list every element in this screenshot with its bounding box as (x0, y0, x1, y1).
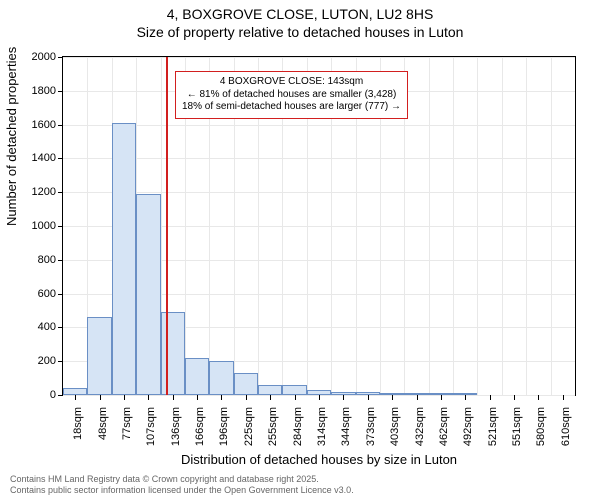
histogram-bar (429, 393, 453, 395)
histogram-bar (258, 385, 282, 395)
histogram-bar (87, 317, 111, 395)
y-tick-label: 400 (6, 321, 56, 333)
histogram-bar (404, 393, 428, 395)
y-axis-title: Number of detached properties (4, 47, 19, 226)
histogram-bar (185, 358, 209, 395)
x-tick-label: 403sqm (389, 407, 401, 457)
histogram-bar (209, 361, 233, 395)
title-line-1: 4, BOXGROVE CLOSE, LUTON, LU2 8HS (0, 6, 600, 24)
histogram-bar (380, 393, 404, 395)
x-tick-label: 462sqm (438, 407, 450, 457)
x-tick-label: 18sqm (72, 407, 84, 457)
x-tick-label: 521sqm (487, 407, 499, 457)
histogram-bar (453, 393, 477, 395)
y-tick-label: 0 (6, 389, 56, 401)
x-tick-label: 136sqm (170, 407, 182, 457)
histogram-bar (307, 390, 331, 395)
annotation-line: ← 81% of detached houses are smaller (3,… (182, 89, 401, 102)
histogram-bar (331, 392, 355, 395)
x-tick-label: 344sqm (340, 407, 352, 457)
histogram-bar (63, 388, 87, 395)
x-tick-label: 373sqm (365, 407, 377, 457)
x-tick-label: 580sqm (535, 407, 547, 457)
x-tick-label: 77sqm (121, 407, 133, 457)
chart-title: 4, BOXGROVE CLOSE, LUTON, LU2 8HS Size o… (0, 0, 600, 41)
y-tick-label: 1600 (6, 119, 56, 131)
histogram-bar (356, 392, 380, 395)
plot-area: 4 BOXGROVE CLOSE: 143sqm← 81% of detache… (62, 56, 576, 396)
histogram-bar (161, 312, 185, 395)
x-tick-label: 196sqm (218, 407, 230, 457)
y-tick-label: 1000 (6, 220, 56, 232)
x-tick-label: 48sqm (97, 407, 109, 457)
y-tick-label: 2000 (6, 51, 56, 63)
footer-line-2: Contains public sector information licen… (10, 485, 354, 496)
histogram-bar (112, 123, 136, 395)
x-tick-label: 610sqm (560, 407, 572, 457)
annotation-line: 18% of semi-detached houses are larger (… (182, 101, 401, 114)
y-tick-label: 1800 (6, 85, 56, 97)
y-tick-label: 1200 (6, 186, 56, 198)
histogram-bar (234, 373, 258, 395)
histogram-bar (282, 385, 306, 395)
histogram-bar (136, 194, 160, 395)
x-tick-label: 492sqm (462, 407, 474, 457)
title-line-2: Size of property relative to detached ho… (0, 24, 600, 42)
footer-attribution: Contains HM Land Registry data © Crown c… (10, 474, 354, 496)
x-tick-label: 284sqm (292, 407, 304, 457)
y-tick-label: 600 (6, 288, 56, 300)
y-tick-label: 200 (6, 355, 56, 367)
y-tick-label: 800 (6, 254, 56, 266)
footer-line-1: Contains HM Land Registry data © Crown c… (10, 474, 354, 485)
x-tick-label: 432sqm (414, 407, 426, 457)
chart-container: 4, BOXGROVE CLOSE, LUTON, LU2 8HS Size o… (0, 0, 600, 500)
y-tick-label: 1400 (6, 152, 56, 164)
property-marker-line (166, 57, 168, 395)
x-tick-label: 255sqm (267, 407, 279, 457)
x-tick-label: 225sqm (243, 407, 255, 457)
x-tick-label: 551sqm (511, 407, 523, 457)
annotation-box: 4 BOXGROVE CLOSE: 143sqm← 81% of detache… (175, 71, 408, 119)
x-tick-label: 314sqm (316, 407, 328, 457)
x-tick-label: 166sqm (194, 407, 206, 457)
x-tick-label: 107sqm (145, 407, 157, 457)
annotation-line: 4 BOXGROVE CLOSE: 143sqm (182, 76, 401, 89)
